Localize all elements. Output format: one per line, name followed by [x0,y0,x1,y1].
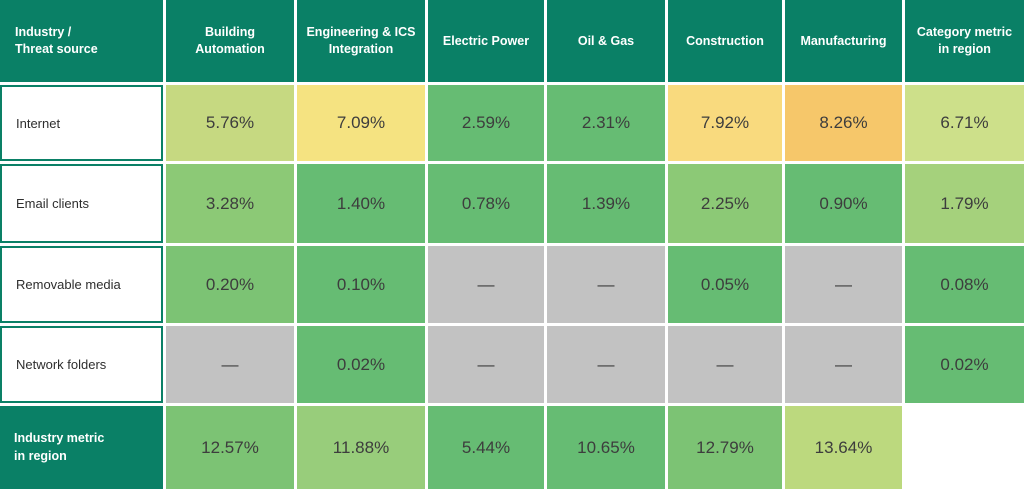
value-cell: 0.02% [297,326,425,403]
value-cell: 10.65% [547,406,665,489]
value-cell: 1.40% [297,164,425,243]
value-cell: 8.26% [785,85,902,161]
value-cell: — [428,326,544,403]
column-header-electric-power: Electric Power [428,0,544,82]
value-cell: 5.76% [166,85,294,161]
value-cell: 7.09% [297,85,425,161]
value-cell: 2.25% [668,164,782,243]
value-cell: 0.08% [905,246,1024,323]
row-label-internet: Internet [0,85,163,161]
value-cell: 5.44% [428,406,544,489]
value-cell: — [166,326,294,403]
value-cell: 0.02% [905,326,1024,403]
column-header-category-metric-in-region: Category metric in region [905,0,1024,82]
value-cell: — [785,246,902,323]
value-cell: — [428,246,544,323]
value-cell: 11.88% [297,406,425,489]
value-cell: 6.71% [905,85,1024,161]
row-label-industry-metric-in-region: Industry metric in region [0,406,163,489]
column-header-building-automation: Building Automation [166,0,294,82]
value-cell: 1.79% [905,164,1024,243]
value-cell: 0.10% [297,246,425,323]
column-header-oil-gas: Oil & Gas [547,0,665,82]
value-cell: 0.78% [428,164,544,243]
value-cell: 12.79% [668,406,782,489]
value-cell: 3.28% [166,164,294,243]
value-cell: — [668,326,782,403]
column-header-industry-threat-source: Industry / Threat source [0,0,163,82]
row-label-network-folders: Network folders [0,326,163,403]
value-cell: 0.90% [785,164,902,243]
value-cell: 0.05% [668,246,782,323]
value-cell: 13.64% [785,406,902,489]
value-cell: 2.31% [547,85,665,161]
row-label-removable-media: Removable media [0,246,163,323]
value-cell: 7.92% [668,85,782,161]
row-label-email-clients: Email clients [0,164,163,243]
value-cell: 1.39% [547,164,665,243]
column-header-construction: Construction [668,0,782,82]
column-header-manufacturing: Manufacturing [785,0,902,82]
empty-cell [905,406,1024,489]
value-cell: 12.57% [166,406,294,489]
value-cell: 0.20% [166,246,294,323]
value-cell: 2.59% [428,85,544,161]
value-cell: — [547,246,665,323]
value-cell: — [785,326,902,403]
column-header-engineering-ics-integration: Engineering & ICS Integration [297,0,425,82]
value-cell: — [547,326,665,403]
